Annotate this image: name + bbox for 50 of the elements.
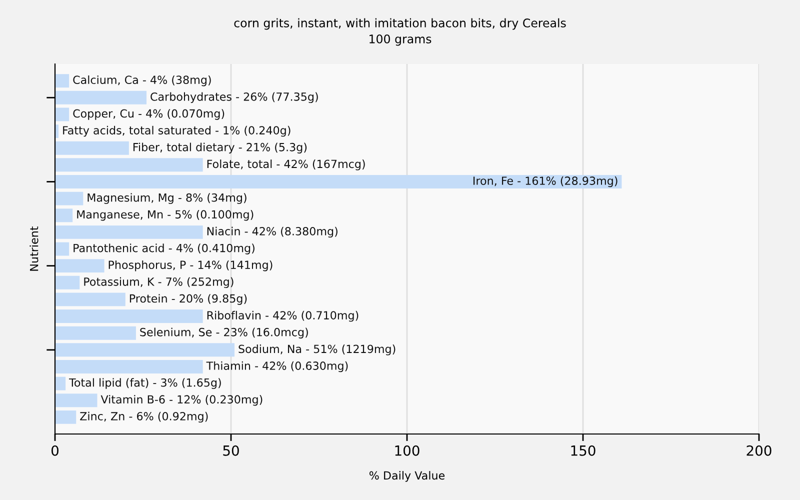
y-tick-label: Magnesium, Mg - 8% (34mg) xyxy=(88,193,246,204)
bar xyxy=(55,225,203,239)
bar xyxy=(55,394,98,408)
y-axis-title: Nutrient xyxy=(30,226,38,271)
bar xyxy=(55,276,80,290)
x-tick-label: 200 xyxy=(746,445,772,456)
bar xyxy=(55,192,84,206)
y-tick-label: Iron, Fe - 161% (28.93mg) xyxy=(474,176,618,188)
x-tick-label: 150 xyxy=(571,445,596,456)
bar xyxy=(55,310,203,323)
y-tick-label: Total lipid (fat) - 3% (1.65g) xyxy=(69,378,221,389)
bar xyxy=(55,242,70,256)
y-tick-label: Calcium, Ca - 4% (38mg) xyxy=(73,75,211,86)
y-tick-label: Sodium, Na - 51% (1219mg) xyxy=(238,344,396,356)
y-tick-label: Thiamin - 42% (0.630mg) xyxy=(206,361,348,372)
bar xyxy=(55,410,76,424)
y-tick-label: Vitamin B-6 - 12% (0.230mg) xyxy=(100,394,262,406)
y-tick-label: Phosphorus, P - 14% (141mg) xyxy=(108,260,272,272)
y-tick-label: Zinc, Zn - 6% (0.92mg) xyxy=(80,412,208,423)
bar xyxy=(55,326,136,340)
y-tick-label: Carbohydrates - 26% (77.35g) xyxy=(150,92,318,104)
bar xyxy=(55,259,104,273)
y-tick-label: Selenium, Se - 23% (16.0mcg) xyxy=(140,328,308,338)
bar xyxy=(55,90,147,104)
chart-title: corn grits, instant, with imitation bacon bits, dry Cereals xyxy=(234,18,566,30)
chart-subtitle: 100 grams xyxy=(370,34,432,46)
y-tick-label: Manganese, Mn - 5% (0.100mg) xyxy=(77,210,254,221)
bar xyxy=(55,292,126,306)
x-axis-title: % Daily Value xyxy=(369,471,445,482)
y-tick-label: Fatty acids, total saturated - 1% (0.240g) xyxy=(63,126,290,137)
y-tick-label: Fiber, total dietary - 21% (5.3g) xyxy=(133,142,307,154)
y-tick-label: Copper, Cu - 4% (0.070mg) xyxy=(73,109,224,120)
bar xyxy=(55,360,203,374)
y-tick-label: Niacin - 42% (8.380mg) xyxy=(207,226,338,238)
bar xyxy=(55,376,66,390)
y-tick-label: Pantothenic acid - 4% (0.410mg) xyxy=(74,244,254,254)
bar xyxy=(55,208,73,222)
bar xyxy=(55,141,129,155)
y-tick-label: Potassium, K - 7% (252mg) xyxy=(84,277,234,288)
x-tick-label: 100 xyxy=(395,445,420,456)
bar xyxy=(55,158,203,172)
bar xyxy=(55,343,235,357)
y-tick-label: Folate, total - 42% (167mcg) xyxy=(207,160,365,170)
bar xyxy=(55,175,622,188)
bar xyxy=(55,74,70,88)
y-tick-label: Protein - 20% (9.85g) xyxy=(130,294,247,305)
bar xyxy=(55,108,70,122)
y-tick-label: Riboflavin - 42% (0.710mg) xyxy=(207,310,358,322)
x-tick-label: 50 xyxy=(223,445,239,456)
x-tick-label: 0 xyxy=(51,445,58,456)
